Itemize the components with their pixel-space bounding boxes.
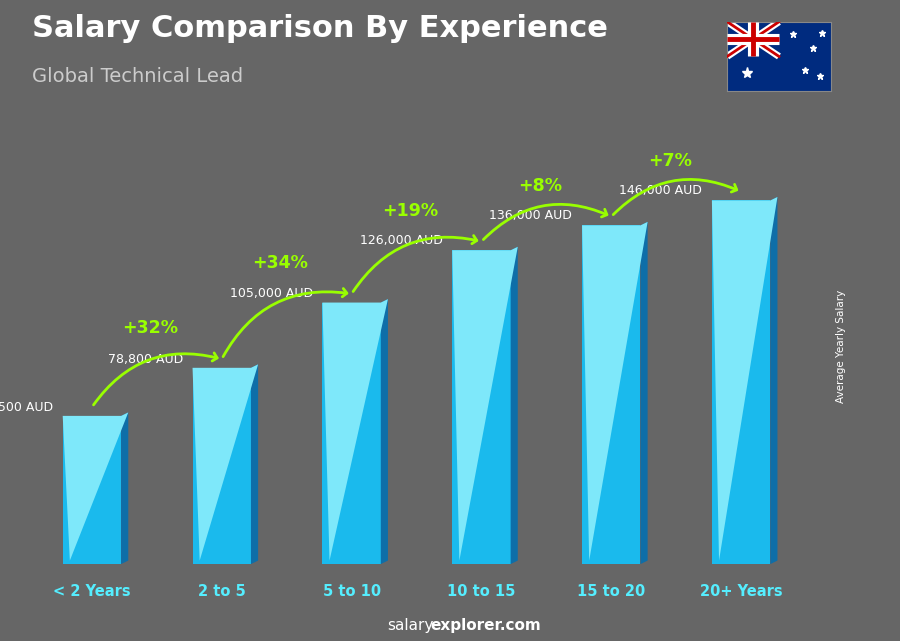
Text: 20+ Years: 20+ Years <box>700 584 782 599</box>
Polygon shape <box>641 222 648 564</box>
Text: 5 to 10: 5 to 10 <box>322 584 381 599</box>
Polygon shape <box>63 412 129 561</box>
Text: Global Technical Lead: Global Technical Lead <box>32 67 243 87</box>
Polygon shape <box>193 364 258 561</box>
Polygon shape <box>712 197 778 561</box>
Text: 59,500 AUD: 59,500 AUD <box>0 401 53 414</box>
Text: +19%: +19% <box>382 202 438 220</box>
Text: 146,000 AUD: 146,000 AUD <box>619 184 702 197</box>
Polygon shape <box>770 197 778 564</box>
Polygon shape <box>193 368 251 564</box>
Text: Salary Comparison By Experience: Salary Comparison By Experience <box>32 14 608 43</box>
Polygon shape <box>712 201 770 564</box>
Text: explorer.com: explorer.com <box>430 619 541 633</box>
Text: +34%: +34% <box>252 254 308 272</box>
Text: < 2 Years: < 2 Years <box>53 584 130 599</box>
Text: 78,800 AUD: 78,800 AUD <box>108 353 183 366</box>
Text: 2 to 5: 2 to 5 <box>198 584 246 599</box>
Polygon shape <box>452 247 518 561</box>
Text: 126,000 AUD: 126,000 AUD <box>360 234 443 247</box>
Text: 10 to 15: 10 to 15 <box>447 584 516 599</box>
Polygon shape <box>582 222 648 561</box>
Text: salary: salary <box>387 619 434 633</box>
Text: 136,000 AUD: 136,000 AUD <box>490 209 572 222</box>
Polygon shape <box>582 226 641 564</box>
Text: +7%: +7% <box>648 152 691 170</box>
Text: +32%: +32% <box>122 319 178 337</box>
Text: 15 to 20: 15 to 20 <box>577 584 645 599</box>
Polygon shape <box>122 412 129 564</box>
Polygon shape <box>63 416 122 564</box>
Polygon shape <box>510 247 518 564</box>
Polygon shape <box>251 364 258 564</box>
Polygon shape <box>452 250 510 564</box>
Text: +8%: +8% <box>518 177 562 195</box>
Polygon shape <box>322 303 381 564</box>
Polygon shape <box>322 299 388 561</box>
Text: 105,000 AUD: 105,000 AUD <box>230 287 312 300</box>
Text: Average Yearly Salary: Average Yearly Salary <box>836 290 846 403</box>
Polygon shape <box>381 299 388 564</box>
